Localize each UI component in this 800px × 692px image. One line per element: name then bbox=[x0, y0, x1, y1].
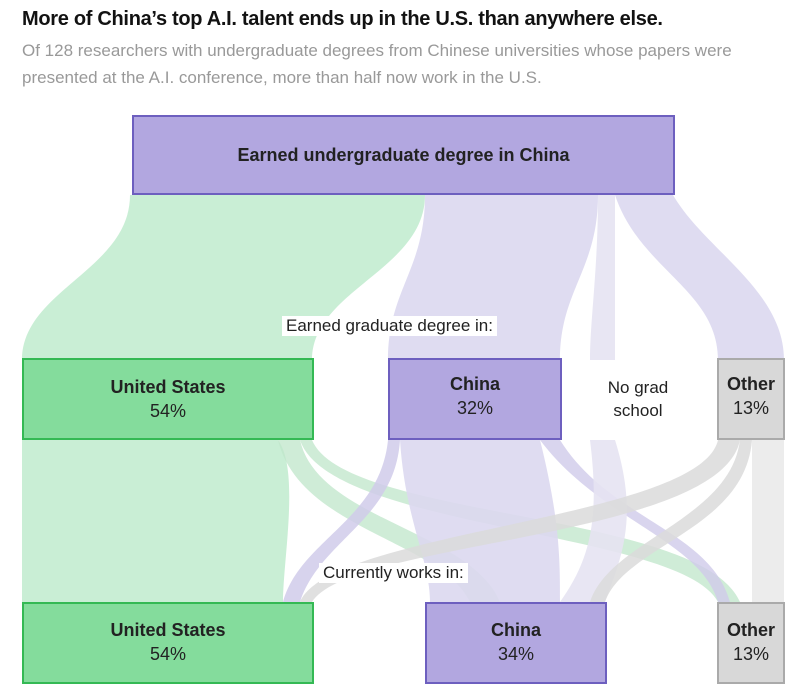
node-source-undergrad-china: Earned undergraduate degree in China bbox=[132, 115, 675, 195]
flow-source-to-no-grad bbox=[590, 195, 615, 360]
node-work-china-label: China bbox=[490, 620, 541, 640]
flow-grad-china-to-work-other bbox=[540, 440, 730, 602]
flow-grad-us-to-work-us bbox=[22, 440, 290, 602]
flow-grad-other-to-work-other bbox=[752, 440, 784, 602]
node-grad-china-pct: 32% bbox=[456, 398, 494, 418]
node-grad-us-label: United States bbox=[110, 377, 226, 397]
node-grad-us-pct: 54% bbox=[149, 401, 187, 421]
flow-source-to-grad-other bbox=[615, 195, 784, 360]
grad-stage-caption: Earned graduate degree in: bbox=[282, 316, 497, 336]
node-work-united-states: United States 54% bbox=[22, 602, 314, 684]
node-no-grad-school: No grad school bbox=[607, 378, 669, 420]
flow-grad-china-to-work-china bbox=[400, 440, 560, 602]
chart-title: More of China’s top A.I. talent ends up … bbox=[22, 8, 663, 30]
node-grad-other-pct: 13% bbox=[732, 398, 770, 418]
flow-grad-other-to-work-china bbox=[590, 440, 752, 602]
node-work-other-pct: 13% bbox=[732, 644, 770, 664]
node-grad-china: China 32% bbox=[388, 358, 562, 440]
node-work-us-pct: 54% bbox=[149, 644, 187, 664]
node-work-china: China 34% bbox=[425, 602, 607, 684]
node-grad-united-states: United States 54% bbox=[22, 358, 314, 440]
node-grad-china-label: China bbox=[449, 374, 500, 394]
flow-grad-china-to-work-us bbox=[283, 440, 400, 602]
node-grad-other: Other 13% bbox=[717, 358, 785, 440]
node-work-other: Other 13% bbox=[717, 602, 785, 684]
node-source-label: Earned undergraduate degree in China bbox=[237, 145, 570, 165]
work-stage-caption: Currently works in: bbox=[319, 563, 468, 583]
chart-subtitle: Of 128 researchers with undergraduate de… bbox=[22, 41, 732, 87]
node-work-us-label: United States bbox=[110, 620, 226, 640]
node-work-china-pct: 34% bbox=[497, 644, 535, 664]
node-work-other-label: Other bbox=[726, 620, 775, 640]
node-grad-other-label: Other bbox=[726, 374, 775, 394]
